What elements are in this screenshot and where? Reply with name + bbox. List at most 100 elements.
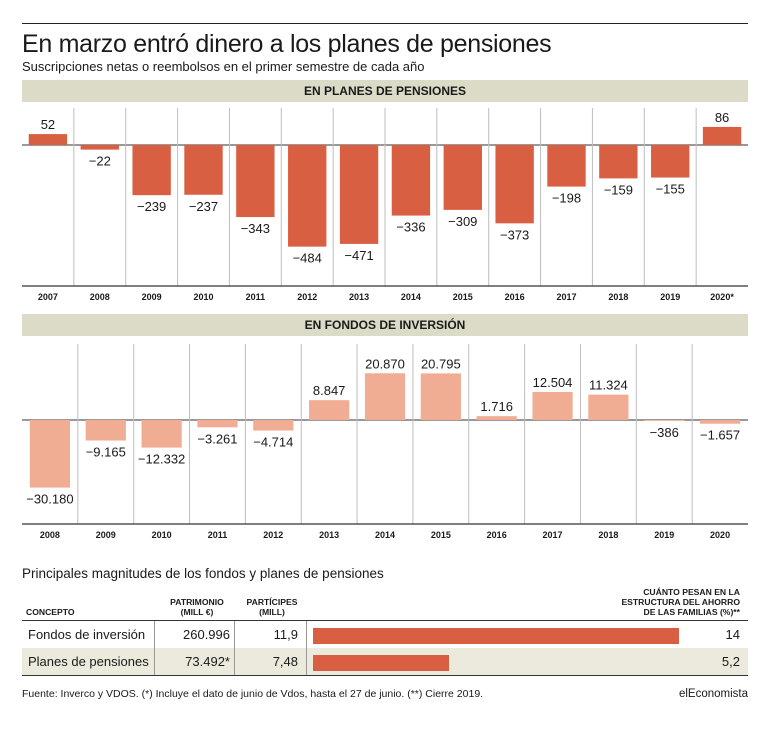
bar-2017 [532, 391, 573, 420]
x-tick-label: 2012 [263, 530, 283, 540]
x-tick-label: 2015 [453, 292, 473, 302]
bar-2016 [495, 145, 534, 224]
data-label: −484 [293, 251, 322, 266]
row-concept: Fondos de inversión [28, 627, 146, 642]
header-participes-line1: PARTÍCIPES [246, 597, 298, 607]
x-tick-label: 2015 [431, 530, 451, 540]
x-tick-label: 2020* [710, 292, 734, 302]
x-tick-label: 2009 [96, 530, 116, 540]
header-patrimonio: PATRIMONIO (MILL €) [162, 597, 232, 617]
x-tick-label: 2016 [487, 530, 507, 540]
header-peso-line2: ESTRUCTURA DEL AHORRO [621, 597, 740, 607]
bar-2012 [253, 420, 294, 431]
data-label: 1.716 [480, 399, 513, 414]
data-label: −373 [500, 227, 529, 242]
weight-bar [313, 655, 449, 671]
brand-logo: elEconomista [678, 688, 748, 700]
data-label: −12.332 [138, 452, 185, 467]
column-divider [306, 621, 307, 675]
x-tick-label: 2014 [401, 292, 421, 302]
row-weight-label: 5,2 [721, 654, 740, 669]
header-peso-line1: CUÁNTO PESAN EN LA [643, 587, 740, 597]
data-label: −386 [650, 425, 679, 440]
data-label: 86 [715, 110, 729, 125]
source-note: Fuente: Inverco y VDOS. (*) Incluye el d… [22, 688, 484, 700]
x-tick-label: 2014 [375, 530, 395, 540]
data-label: −155 [656, 182, 685, 197]
table-row: Planes de pensiones 73.492* 7,48 5,2 [22, 648, 748, 675]
row-patrimonio: 260.996 [183, 627, 230, 642]
x-tick-label: 2017 [543, 530, 563, 540]
data-label: 8.847 [313, 383, 346, 398]
data-label: −3.261 [197, 431, 237, 446]
header-peso: CUÁNTO PESAN EN LA ESTRUCTURA DEL AHORRO… [540, 587, 740, 617]
bar-2009 [85, 420, 126, 441]
data-label: −1.657 [700, 428, 740, 443]
data-label: −237 [189, 199, 218, 214]
data-label: −159 [604, 182, 633, 197]
data-label: −9.165 [86, 445, 126, 460]
row-patrimonio: 73.492* [185, 654, 230, 669]
x-tick-label: 2010 [152, 530, 172, 540]
row-participes: 7,48 [272, 654, 298, 669]
bar-2014 [391, 145, 431, 216]
data-label: −4.714 [253, 435, 293, 450]
x-tick-label: 2017 [556, 292, 576, 302]
bar-2016 [476, 416, 517, 420]
fondos-band: EN FONDOS DE INVERSIÓN [22, 314, 748, 336]
header-peso-line3: DE LAS FAMILIAS (%)** [643, 607, 740, 617]
bar-2017 [547, 145, 586, 187]
x-tick-label: 2012 [297, 292, 317, 302]
x-tick-label: 2019 [654, 530, 674, 540]
header-participes-line2: (MILL) [259, 607, 285, 617]
bar-2015 [420, 373, 461, 420]
x-tick-label: 2008 [40, 530, 60, 540]
data-label: 12.504 [533, 375, 573, 390]
pensiones-band: EN PLANES DE PENSIONES [22, 80, 748, 102]
table-bottom-rule [22, 675, 748, 676]
data-label: −198 [552, 191, 581, 206]
bar-2019 [651, 145, 690, 178]
x-tick-label: 2019 [660, 292, 680, 302]
bar-2010 [184, 145, 223, 195]
bar-2008 [80, 145, 119, 150]
header-patrimonio-line2: (MILL €) [180, 607, 214, 617]
table-row: Fondos de inversión 260.996 11,9 14 [22, 621, 748, 648]
data-label: −22 [89, 154, 111, 169]
x-tick-label: 2007 [38, 292, 58, 302]
header-participes: PARTÍCIPES (MILL) [238, 597, 306, 617]
x-tick-label: 2011 [208, 530, 228, 540]
column-divider [154, 621, 155, 675]
bar-2008 [29, 420, 71, 488]
bar-2013 [339, 145, 379, 244]
bar-2011 [197, 420, 238, 428]
table-header-rule [22, 620, 748, 621]
x-tick-label: 2008 [90, 292, 110, 302]
x-tick-label: 2020 [710, 530, 730, 540]
data-label: −343 [241, 221, 270, 236]
x-tick-label: 2018 [598, 530, 618, 540]
row-concept: Planes de pensiones [28, 654, 149, 669]
data-label: 11.324 [589, 378, 628, 393]
column-divider [234, 621, 235, 675]
data-label: 52 [41, 117, 55, 132]
x-tick-label: 2011 [246, 292, 266, 302]
bar-2010 [141, 420, 182, 448]
bar-2014 [364, 373, 406, 420]
header-concepto: CONCEPTO [26, 607, 75, 617]
fondos-chart: −30.180 2008 −9.165 2009 −12.332 2010 −3.261 20… [22, 344, 748, 540]
x-tick-label: 2018 [608, 292, 628, 302]
bar-2020 [699, 420, 741, 424]
x-tick-label: 2013 [319, 530, 339, 540]
row-weight-label: 14 [725, 627, 740, 642]
bar-2013 [309, 400, 350, 420]
bar-2012 [288, 145, 327, 247]
pensiones-chart: 52 2007 −22 2008 −239 2009 −237 2010 −343 2011 −48… [22, 108, 748, 302]
row-participes: 11,9 [273, 627, 298, 642]
data-label: −471 [344, 248, 373, 263]
page-subtitle: Suscripciones netas o reembolsos en el p… [22, 59, 425, 74]
x-tick-label: 2016 [505, 292, 525, 302]
bar-2009 [132, 145, 171, 196]
bar-2015 [443, 145, 482, 210]
data-label: −309 [448, 214, 477, 229]
